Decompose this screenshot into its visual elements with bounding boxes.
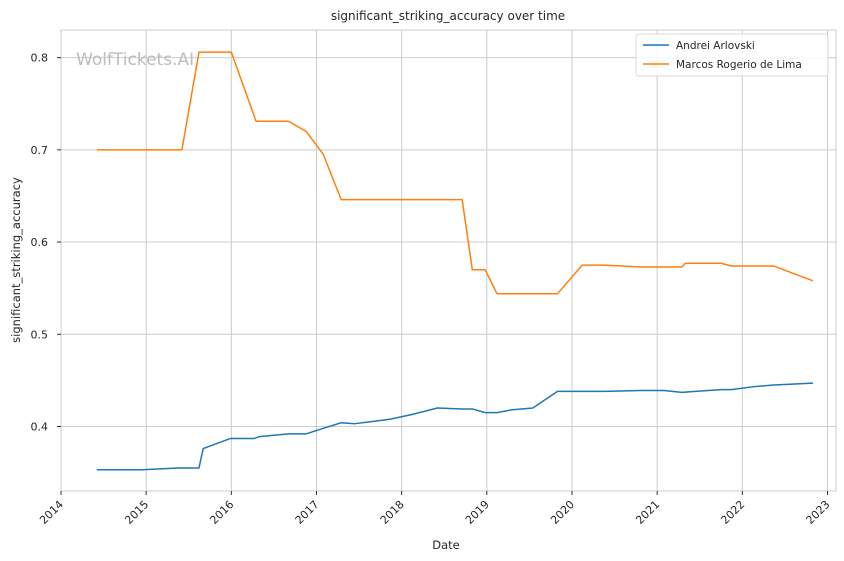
chart-title: significant_striking_accuracy over time <box>331 9 565 23</box>
y-tick-label: 0.6 <box>31 236 49 249</box>
x-tick-label: 2016 <box>207 498 236 527</box>
x-tick-label: 2017 <box>293 498 322 527</box>
y-tick-label: 0.8 <box>31 52 49 65</box>
legend-label-marcos-rogerio-de-lima: Marcos Rogerio de Lima <box>676 59 802 71</box>
x-tick-label: 2018 <box>378 498 407 527</box>
x-tick-label: 2022 <box>718 498 747 527</box>
y-tick-label: 0.4 <box>31 420 49 433</box>
x-tick-label: 2015 <box>122 498 151 527</box>
watermark: WolfTickets.AI <box>76 50 194 70</box>
series-layer <box>96 51 814 471</box>
series-line-andrei-arlovski <box>96 382 814 471</box>
legend-label-andrei-arlovski: Andrei Arlovski <box>676 40 755 52</box>
y-axis-ticks: 0.4 0.5 0.6 0.7 0.8 <box>31 52 61 433</box>
plot-frame <box>60 29 837 492</box>
y-tick-label: 0.7 <box>31 144 49 157</box>
x-axis-label: Date <box>432 538 460 552</box>
y-axis-label: significant_striking_accuracy <box>9 177 23 343</box>
x-tick-label: 2021 <box>633 498 662 527</box>
x-axis-ticks: 2014 2015 2016 2017 2018 2019 2020 2021 2022 2023 <box>37 491 833 527</box>
series-line-marcos-rogerio-de-lima <box>96 51 814 295</box>
grid-lines <box>60 30 836 491</box>
legend: Andrei Arlovski Marcos Rogerio de Lima <box>635 33 829 77</box>
y-tick-label: 0.5 <box>31 328 49 341</box>
x-tick-label: 2023 <box>804 498 833 527</box>
x-tick-label: 2020 <box>548 498 577 527</box>
x-tick-label: 2014 <box>37 498 66 527</box>
plot-area <box>61 30 836 491</box>
x-tick-label: 2019 <box>463 498 492 527</box>
legend-box <box>635 33 829 77</box>
